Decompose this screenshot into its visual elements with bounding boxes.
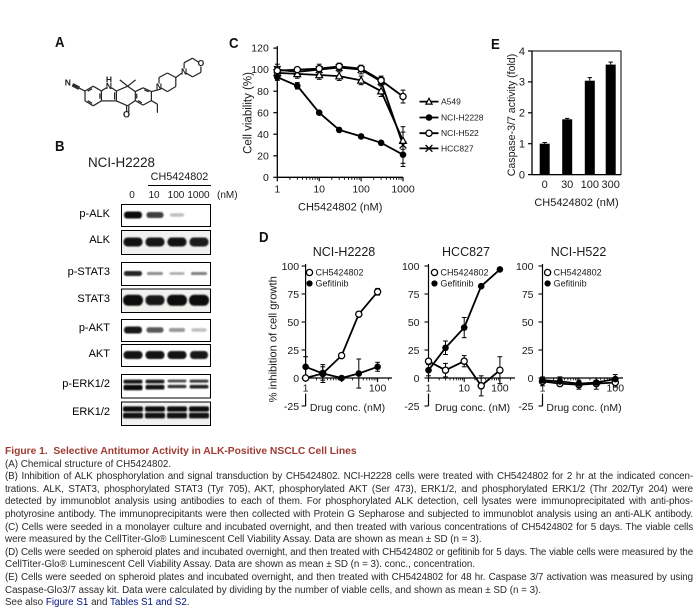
svg-text:-25: -25 <box>404 401 419 413</box>
svg-text:1: 1 <box>303 383 309 395</box>
svg-text:25: 25 <box>522 345 534 357</box>
svg-text:0: 0 <box>293 373 299 385</box>
svg-text:30: 30 <box>561 179 573 191</box>
svg-text:NCI-H2228: NCI-H2228 <box>441 113 484 123</box>
svg-text:10: 10 <box>458 383 470 395</box>
svg-text:50: 50 <box>408 317 420 329</box>
svg-text:Cell viability (%): Cell viability (%) <box>243 72 255 154</box>
svg-text:CH5424802 (nM): CH5424802 (nM) <box>298 202 382 214</box>
svg-text:80: 80 <box>257 86 269 98</box>
svg-text:1000: 1000 <box>391 183 415 195</box>
svg-text:3: 3 <box>519 77 525 89</box>
svg-text:100: 100 <box>402 261 420 273</box>
svg-text:Caspase-3/7 activity (fold): Caspase-3/7 activity (fold) <box>506 54 518 176</box>
svg-text:0: 0 <box>542 179 548 191</box>
svg-text:120: 120 <box>251 43 269 55</box>
svg-text:NCI-H522: NCI-H522 <box>551 245 607 259</box>
svg-text:HCC827: HCC827 <box>442 245 490 259</box>
svg-text:25: 25 <box>287 345 299 357</box>
svg-text:100: 100 <box>607 383 625 395</box>
svg-text:1: 1 <box>426 383 432 395</box>
svg-text:NCI-H522: NCI-H522 <box>441 128 479 138</box>
svg-text:Drug conc. (nM): Drug conc. (nM) <box>546 402 621 414</box>
svg-text:A549: A549 <box>441 97 461 107</box>
svg-text:100: 100 <box>581 179 599 191</box>
svg-text:% inhibition of cell growth: % inhibition of cell growth <box>267 276 279 402</box>
svg-text:1: 1 <box>540 383 546 395</box>
svg-text:-25: -25 <box>518 401 533 413</box>
svg-text:75: 75 <box>522 289 534 301</box>
svg-text:4: 4 <box>519 46 525 58</box>
svg-text:NCI-H2228: NCI-H2228 <box>313 245 376 259</box>
svg-text:50: 50 <box>522 317 534 329</box>
svg-text:75: 75 <box>287 289 299 301</box>
svg-text:N: N <box>65 78 71 88</box>
svg-text:1: 1 <box>274 183 280 195</box>
svg-text:HCC827: HCC827 <box>441 143 474 153</box>
svg-text:H: H <box>106 75 112 85</box>
svg-text:100: 100 <box>491 383 509 395</box>
svg-text:Drug conc. (nM): Drug conc. (nM) <box>310 402 385 414</box>
svg-text:2: 2 <box>519 108 525 120</box>
svg-text:0: 0 <box>263 172 269 184</box>
svg-text:O: O <box>123 110 130 120</box>
svg-text:Drug conc. (nM): Drug conc. (nM) <box>435 402 510 414</box>
svg-text:10: 10 <box>313 183 325 195</box>
svg-text:CH5424802: CH5424802 <box>441 268 489 278</box>
svg-text:CH5424802: CH5424802 <box>316 268 364 278</box>
svg-text:Gefitinib: Gefitinib <box>554 279 587 289</box>
svg-text:100: 100 <box>282 261 300 273</box>
svg-text:40: 40 <box>257 129 269 141</box>
svg-text:N: N <box>181 67 187 77</box>
svg-text:N: N <box>156 81 162 91</box>
svg-text:Gefitinib: Gefitinib <box>441 279 474 289</box>
svg-text:60: 60 <box>257 107 269 119</box>
svg-text:O: O <box>198 58 205 68</box>
svg-text:100: 100 <box>369 383 387 395</box>
svg-text:CH5424802 (nM): CH5424802 (nM) <box>534 197 618 209</box>
svg-text:1: 1 <box>519 139 525 151</box>
svg-text:0: 0 <box>414 373 420 385</box>
svg-text:100: 100 <box>251 64 269 76</box>
svg-text:-25: -25 <box>284 401 299 413</box>
svg-text:N: N <box>106 81 112 91</box>
svg-text:20: 20 <box>257 150 269 162</box>
svg-text:100: 100 <box>352 183 370 195</box>
svg-text:0: 0 <box>519 169 525 181</box>
svg-text:CH5424802: CH5424802 <box>554 268 602 278</box>
svg-text:50: 50 <box>287 317 299 329</box>
svg-text:300: 300 <box>602 179 620 191</box>
svg-text:0: 0 <box>528 373 534 385</box>
svg-text:25: 25 <box>408 345 420 357</box>
svg-text:75: 75 <box>408 289 420 301</box>
svg-text:100: 100 <box>516 261 534 273</box>
svg-text:Gefitinib: Gefitinib <box>316 279 349 289</box>
